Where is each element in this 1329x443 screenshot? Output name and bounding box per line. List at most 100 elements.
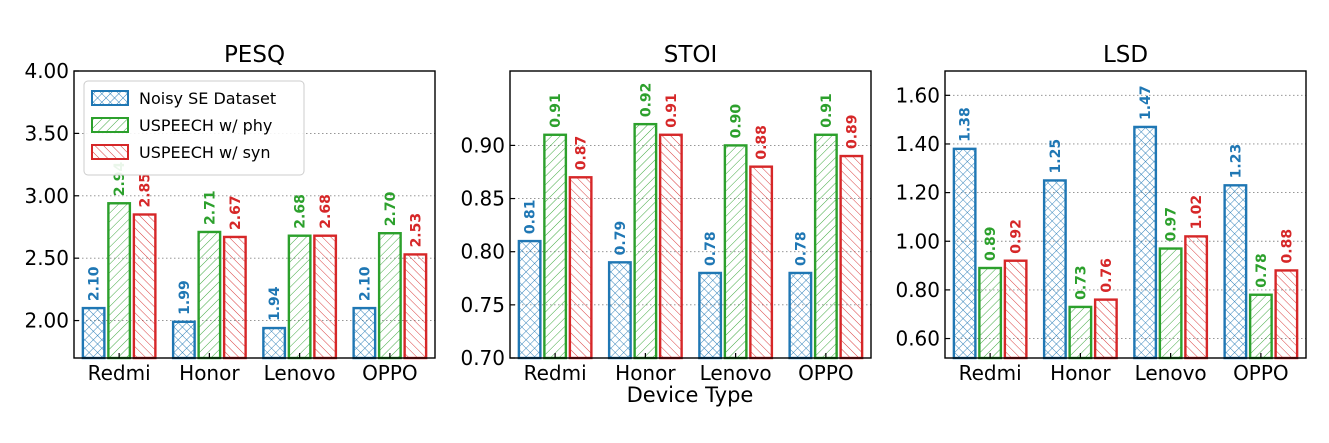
pesq-bar-hatch [288, 235, 311, 358]
pesq-x-tick-label: Redmi [88, 361, 151, 385]
stoi-bar-hatch [699, 272, 721, 358]
stoi-y-tick-label: 0.90 [460, 133, 505, 157]
lsd-bar-hatch [1275, 270, 1298, 358]
stoi-bar-value-label: 0.79 [613, 221, 629, 256]
lsd-bar-value-label: 1.25 [1048, 139, 1064, 174]
stoi-bar-value-label: 0.92 [638, 83, 654, 118]
legend-swatch-hatch [92, 145, 128, 159]
pesq-title: PESQ [224, 42, 285, 68]
stoi-y-tick-label: 0.75 [460, 293, 505, 317]
stoi-y-tick-label: 0.70 [460, 346, 505, 370]
legend-swatch [91, 90, 129, 106]
pesq-bar-hatch [263, 328, 285, 358]
pesq-bar-hatch [404, 254, 427, 358]
lsd-y-tick-label: 1.60 [895, 83, 940, 107]
pesq-bar-hatch [198, 231, 221, 358]
lsd-x-tick-label: Honor [1050, 361, 1111, 385]
pesq-x-tick-label: Lenovo [264, 361, 336, 385]
stoi-bar-value-label: 0.91 [664, 93, 680, 128]
stoi-x-tick-label: Lenovo [700, 361, 772, 385]
pesq-bar-hatch [82, 308, 105, 358]
chart-root: 2.002.503.003.504.002.102.94 2.85Redmi1.9… [24, 42, 1307, 385]
pesq-bar-value-label: 1.94 [267, 286, 283, 321]
pesq-bar-hatch [224, 236, 246, 358]
pesq-bar-value-label: 2.71 [202, 190, 218, 225]
pesq-bar-value-label: 2.85 [138, 173, 154, 208]
lsd-bar-hatch [1069, 306, 1092, 358]
lsd-bar-value-label: 0.76 [1099, 258, 1115, 293]
lsd-bar-hatch [953, 148, 976, 358]
pesq-bar-value-label: 2.10 [357, 266, 373, 301]
lsd-bar-value-label: 0.92 [1009, 219, 1025, 254]
pesq-bar-value-label: 2.68 [318, 194, 334, 229]
stoi-bar-value-label: 0.81 [523, 200, 539, 235]
stoi-bar-value-label: 0.91 [819, 93, 835, 128]
stoi-x-tick-label: OPPO [798, 361, 854, 385]
pesq-bar-value-label: 2.53 [408, 213, 424, 248]
pesq-y-tick-label: 3.50 [24, 121, 69, 145]
legend: Noisy SE Dataset USPEECH w/ phy USPEECH w/… [83, 80, 305, 176]
lsd-bar-value-label: 0.89 [983, 226, 999, 261]
lsd-bar-value-label: 1.38 [958, 107, 974, 142]
lsd-bar-hatch [1250, 294, 1272, 358]
pesq-y-tick-label: 2.50 [24, 246, 69, 270]
pesq-bar-value-label: 2.10 [87, 266, 103, 301]
stoi-bar-value-label: 0.78 [703, 231, 719, 266]
lsd-panel: 0.60 0.80 1.00 1.20 1.40 1.60 1.38 0.89 0.92 Redm… [895, 42, 1307, 385]
lsd-bar-value-label: 0.73 [1073, 265, 1089, 300]
stoi-panel: 0.70 0.75 0.80 0.85 0.90 0.81 0.91 0.87 Redmi 0.7… [460, 42, 872, 385]
lsd-bar-hatch [1185, 236, 1207, 358]
stoi-bar-value-label: 0.89 [844, 114, 860, 149]
lsd-title: LSD [1103, 42, 1148, 68]
legend-swatch-hatch [92, 91, 128, 105]
pesq-bar-value-label: 2.68 [293, 194, 309, 229]
lsd-bar-hatch [979, 268, 1001, 358]
lsd-y-tick-label: 0.60 [895, 327, 940, 351]
legend-entry-label: USPEECH w/ syn [139, 143, 271, 162]
pesq-bar-hatch [379, 233, 401, 358]
pesq-x-tick-label: Honor [179, 361, 240, 385]
stoi-title: STOI [664, 42, 718, 68]
stoi-y-tick-label: 0.85 [460, 187, 505, 211]
pesq-x-tick-label: OPPO [362, 361, 418, 385]
lsd-axes-frame [944, 70, 1307, 359]
pesq-axes-frame [73, 70, 436, 359]
pesq-bar-value-label: 2.70 [383, 191, 399, 226]
pesq-bar-value-label: 1.99 [177, 280, 193, 315]
pesq-bar-hatch [314, 235, 336, 358]
pesq-bar-hatch [133, 214, 156, 358]
stoi-bar-hatch [789, 272, 812, 358]
lsd-x-tick-label: Redmi [959, 361, 1022, 385]
pesq-bar-hatch [173, 321, 195, 358]
legend-box [83, 80, 305, 176]
stoi-bar-value-label: 0.88 [754, 125, 770, 160]
stoi-y-tick-label: 0.80 [460, 240, 505, 264]
pesq-y-tick-label: 3.00 [24, 184, 69, 208]
lsd-bar-value-label: 1.02 [1189, 195, 1205, 230]
lsd-x-tick-label: OPPO [1233, 361, 1289, 385]
legend-entry-label: Noisy SE Dataset [139, 89, 276, 108]
legend-swatch [91, 144, 129, 160]
lsd-bar-value-label: 1.47 [1138, 85, 1154, 120]
stoi-axes-frame [509, 70, 872, 359]
lsd-bar-value-label: 0.97 [1164, 207, 1180, 242]
stoi-bar-value-label: 0.78 [793, 231, 809, 266]
lsd-y-tick-label: 1.20 [895, 181, 940, 205]
lsd-bar-value-label: 0.78 [1254, 253, 1270, 288]
stoi-bar-hatch [634, 124, 657, 358]
lsd-bar-hatch [1095, 299, 1117, 358]
stoi-bar-value-label: 0.87 [574, 136, 590, 171]
lsd-y-tick-label: 0.80 [895, 278, 940, 302]
lsd-bar-hatch [1044, 180, 1066, 358]
lsd-y-tick-label: 1.00 [895, 229, 940, 253]
lsd-bar-value-label: 0.88 [1279, 229, 1295, 264]
lsd-bar-hatch [1134, 126, 1156, 359]
lsd-x-tick-label: Lenovo [1135, 361, 1207, 385]
stoi-bar-hatch [609, 262, 631, 358]
pesq-y-tick-label: 4.00 [24, 59, 69, 83]
lsd-y-tick-label: 1.40 [895, 132, 940, 156]
lsd-bar-value-label: 1.23 [1228, 144, 1244, 179]
stoi-x-tick-label: Redmi [524, 361, 587, 385]
pesq-bar-hatch [353, 308, 376, 358]
